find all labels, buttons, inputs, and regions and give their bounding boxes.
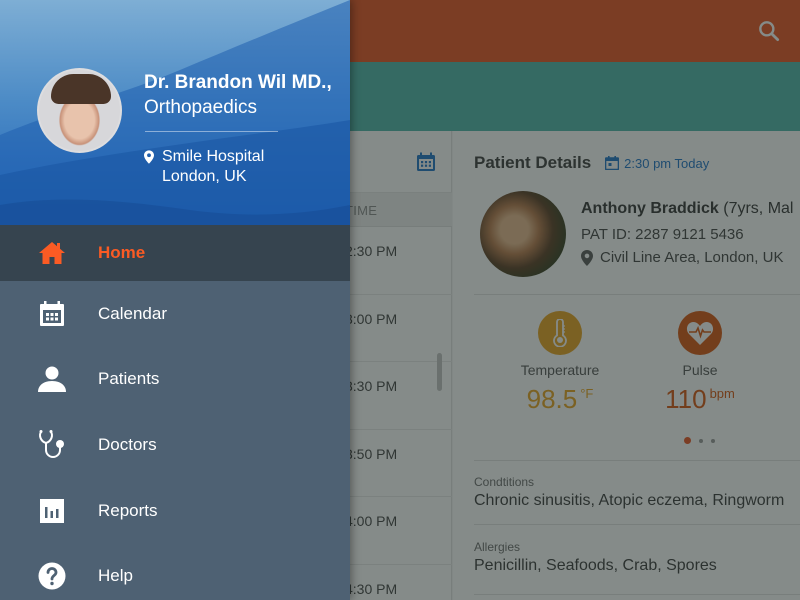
nav-label: Help — [98, 566, 133, 586]
calendar-icon — [37, 299, 67, 329]
mountain-background — [0, 0, 350, 225]
nav-item-doctors[interactable]: Doctors — [0, 412, 350, 478]
nav-item-patients[interactable]: Patients — [0, 347, 350, 413]
doctor-specialty: Orthopaedics — [144, 97, 258, 118]
help-icon — [37, 561, 67, 591]
navigation-drawer: Dr. Brandon Wil MD., Orthopaedics Smile … — [0, 0, 350, 600]
location-pin-icon — [144, 150, 154, 164]
nav-item-home[interactable]: Home — [0, 225, 350, 281]
nav-item-calendar[interactable]: Calendar — [0, 281, 350, 347]
nav-label: Calendar — [98, 303, 167, 323]
nav-label: Home — [98, 243, 146, 262]
drawer-nav: Home Calendar Patients Doctors Reports — [0, 225, 350, 600]
nav-label: Reports — [98, 500, 158, 520]
nav-item-help[interactable]: Help — [0, 543, 350, 600]
doctor-hospital: Smile Hospital — [162, 148, 265, 165]
home-icon — [37, 238, 67, 268]
divider — [145, 131, 278, 132]
bar-chart-icon — [37, 496, 67, 526]
drawer-profile-header: Dr. Brandon Wil MD., Orthopaedics Smile … — [0, 0, 350, 225]
doctor-location: Smile Hospital London, UK — [144, 147, 264, 187]
nav-item-reports[interactable]: Reports — [0, 478, 350, 544]
doctor-name: Dr. Brandon Wil MD., — [144, 72, 332, 93]
doctor-city: London, UK — [162, 168, 247, 185]
nav-label: Patients — [98, 369, 160, 389]
doctor-avatar[interactable] — [37, 68, 122, 153]
stethoscope-icon — [37, 429, 67, 460]
nav-label: Doctors — [98, 434, 157, 454]
person-icon — [37, 364, 67, 394]
